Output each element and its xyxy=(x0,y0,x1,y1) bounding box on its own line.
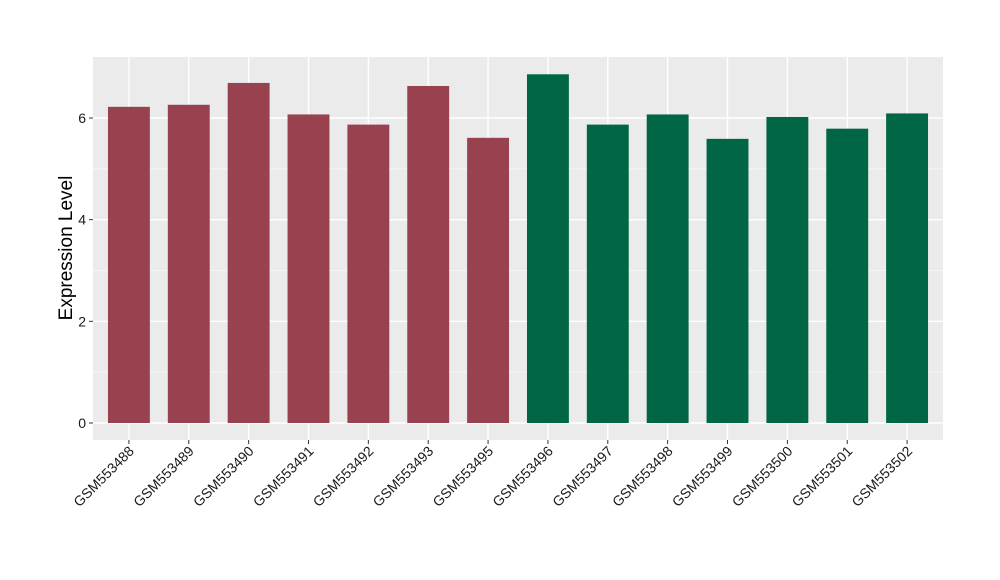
y-tick-label: 0 xyxy=(78,415,86,431)
x-tick-label: GSM553493 xyxy=(369,443,436,510)
bar xyxy=(407,85,450,423)
bar xyxy=(467,137,510,423)
x-tick-label: GSM553501 xyxy=(788,443,855,510)
x-tick-label: GSM553499 xyxy=(669,443,736,510)
bar xyxy=(167,104,210,424)
bar xyxy=(706,138,749,423)
bar xyxy=(107,106,150,424)
bar xyxy=(526,74,569,424)
bar xyxy=(826,128,869,424)
bar xyxy=(586,124,629,423)
x-tick-label: GSM553498 xyxy=(609,443,676,510)
x-axis: GSM553488GSM553489GSM553490GSM553491GSM5… xyxy=(70,440,915,510)
y-tick-label: 4 xyxy=(78,212,86,228)
bar xyxy=(646,114,689,424)
bar xyxy=(287,114,330,424)
bar xyxy=(227,82,270,424)
x-tick-label: GSM553492 xyxy=(310,443,377,510)
y-axis-title: Expression Level xyxy=(56,176,77,321)
bar xyxy=(347,124,390,423)
y-tick-label: 6 xyxy=(78,110,86,126)
y-tick-label: 2 xyxy=(78,313,86,329)
bars xyxy=(107,74,929,424)
x-tick-label: GSM553500 xyxy=(729,443,796,510)
x-tick-label: GSM553490 xyxy=(190,443,257,510)
x-tick-label: GSM553491 xyxy=(250,443,317,510)
panel-background xyxy=(93,57,943,440)
x-tick-label: GSM553496 xyxy=(489,443,556,510)
bar xyxy=(886,113,929,424)
bar xyxy=(766,116,809,423)
x-tick-label: GSM553502 xyxy=(848,443,915,510)
x-tick-label: GSM553495 xyxy=(429,443,496,510)
y-axis: 0 2 4 6 xyxy=(78,110,93,431)
x-tick-label: GSM553488 xyxy=(70,443,137,510)
x-tick-label: GSM553497 xyxy=(549,443,616,510)
x-tick-label: GSM553489 xyxy=(130,443,197,510)
